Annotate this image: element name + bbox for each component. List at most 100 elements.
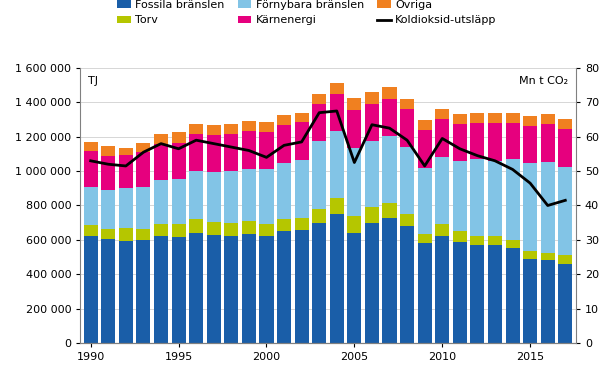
Bar <box>207 222 221 235</box>
Bar <box>189 124 203 134</box>
Bar <box>242 121 256 131</box>
Bar <box>470 245 484 343</box>
Bar <box>154 224 168 236</box>
Bar <box>365 92 379 104</box>
Bar <box>523 259 537 343</box>
Bar <box>453 161 467 231</box>
Bar <box>260 122 273 132</box>
Bar <box>224 124 238 134</box>
Bar <box>119 241 133 343</box>
Bar <box>171 132 185 143</box>
Bar <box>488 123 502 161</box>
Bar <box>171 237 185 343</box>
Bar <box>541 261 555 343</box>
Bar <box>312 94 326 104</box>
Bar <box>488 161 502 236</box>
Bar <box>260 132 273 169</box>
Bar <box>101 239 115 343</box>
Bar <box>101 229 115 239</box>
Bar <box>541 124 555 162</box>
Bar <box>523 251 537 259</box>
Bar <box>207 172 221 222</box>
Bar <box>383 99 397 136</box>
Bar <box>154 236 168 343</box>
Bar <box>330 131 344 198</box>
Bar <box>330 94 344 131</box>
Bar <box>558 255 572 264</box>
Bar <box>488 236 502 245</box>
Bar <box>84 142 98 151</box>
Bar <box>171 143 185 179</box>
Legend: Fossila bränslen, Torv, Förnybara bränslen, Kärnenergi, Övriga, Koldioksid-utslä: Fossila bränslen, Torv, Förnybara bränsl… <box>117 0 497 26</box>
Bar <box>260 236 273 343</box>
Bar <box>101 146 115 156</box>
Bar <box>154 144 168 180</box>
Bar <box>418 120 432 130</box>
Bar <box>400 109 414 147</box>
Bar <box>348 233 362 343</box>
Bar <box>505 240 519 248</box>
Text: TJ: TJ <box>88 76 98 86</box>
Bar <box>558 264 572 343</box>
Bar <box>330 83 344 94</box>
Bar <box>348 216 362 233</box>
Bar <box>207 135 221 172</box>
Bar <box>189 171 203 219</box>
Bar <box>488 245 502 343</box>
Bar <box>277 115 291 125</box>
Bar <box>400 226 414 343</box>
Bar <box>171 179 185 224</box>
Bar <box>84 187 98 225</box>
Bar <box>453 242 467 343</box>
Bar <box>312 104 326 141</box>
Bar <box>330 198 344 214</box>
Bar <box>558 118 572 129</box>
Bar <box>242 234 256 343</box>
Bar <box>154 134 168 144</box>
Bar <box>277 125 291 163</box>
Bar <box>119 188 133 228</box>
Bar <box>312 209 326 223</box>
Bar <box>295 123 309 160</box>
Bar <box>558 129 572 167</box>
Bar <box>400 147 414 214</box>
Bar <box>400 99 414 109</box>
Bar <box>189 233 203 343</box>
Bar <box>207 125 221 135</box>
Bar <box>523 163 537 251</box>
Bar <box>435 109 449 119</box>
Bar <box>348 148 362 216</box>
Bar <box>541 253 555 261</box>
Bar <box>224 134 238 171</box>
Bar <box>505 159 519 240</box>
Bar <box>171 224 185 237</box>
Bar <box>136 240 150 343</box>
Bar <box>505 123 519 159</box>
Bar <box>453 114 467 124</box>
Bar <box>541 113 555 124</box>
Bar <box>295 113 309 123</box>
Bar <box>383 136 397 203</box>
Bar <box>488 113 502 123</box>
Bar <box>295 230 309 343</box>
Bar <box>242 221 256 234</box>
Bar <box>207 235 221 343</box>
Bar <box>435 119 449 156</box>
Bar <box>224 223 238 236</box>
Bar <box>365 141 379 207</box>
Bar <box>400 214 414 226</box>
Bar <box>348 110 362 148</box>
Bar <box>119 228 133 241</box>
Bar <box>505 113 519 123</box>
Bar <box>453 124 467 161</box>
Bar <box>312 141 326 209</box>
Bar <box>119 155 133 188</box>
Bar <box>470 236 484 245</box>
Bar <box>189 219 203 233</box>
Bar <box>224 171 238 223</box>
Bar <box>365 223 379 343</box>
Bar <box>453 231 467 242</box>
Bar <box>365 104 379 141</box>
Bar <box>295 160 309 218</box>
Bar <box>84 151 98 187</box>
